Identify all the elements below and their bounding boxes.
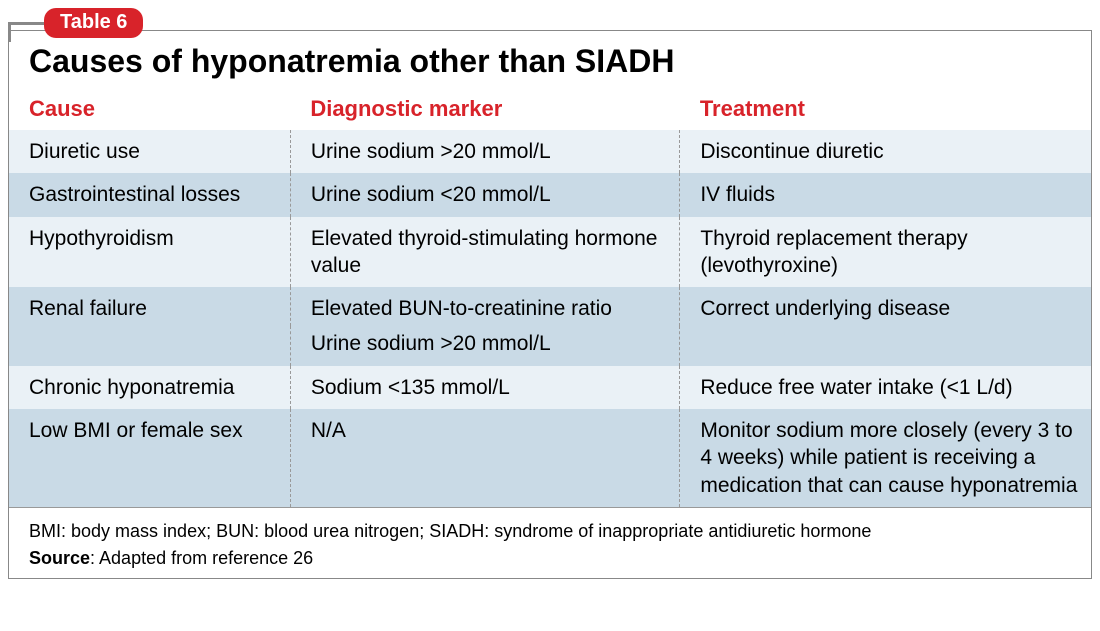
corner-line-horizontal <box>8 22 44 25</box>
cell-marker: Urine sodium <20 mmol/L <box>290 173 680 216</box>
cell-cause <box>9 326 290 365</box>
table-container: Causes of hyponatremia other than SIADH … <box>8 30 1092 579</box>
table-body: Diuretic useUrine sodium >20 mmol/LDisco… <box>9 130 1091 507</box>
cell-cause: Hypothyroidism <box>9 217 290 288</box>
cell-marker: Elevated BUN-to-creatinine ratio <box>290 287 680 326</box>
table-footer: BMI: body mass index; BUN: blood urea ni… <box>9 507 1091 578</box>
table-badge-row: Table 6 <box>8 8 1092 30</box>
cell-marker: N/A <box>290 409 680 507</box>
cell-treatment <box>680 326 1091 365</box>
table-row: Renal failureElevated BUN-to-creatinine … <box>9 287 1091 326</box>
cell-cause: Diuretic use <box>9 130 290 173</box>
cell-treatment: Monitor sodium more closely (every 3 to … <box>680 409 1091 507</box>
footer-abbreviations: BMI: body mass index; BUN: blood urea ni… <box>29 518 1071 545</box>
corner-line-vertical <box>8 22 11 42</box>
cell-treatment: Correct underlying disease <box>680 287 1091 326</box>
data-table: Cause Diagnostic marker Treatment Diuret… <box>9 90 1091 507</box>
table-row: HypothyroidismElevated thyroid-stimulati… <box>9 217 1091 288</box>
footer-source-text: : Adapted from reference 26 <box>90 548 313 568</box>
table-row: Diuretic useUrine sodium >20 mmol/LDisco… <box>9 130 1091 173</box>
cell-treatment: Discontinue diuretic <box>680 130 1091 173</box>
table-title: Causes of hyponatremia other than SIADH <box>9 31 1091 90</box>
column-header-cause: Cause <box>9 90 290 130</box>
table-row: Chronic hyponatremiaSodium <135 mmol/LRe… <box>9 366 1091 409</box>
cell-treatment: Thyroid replacement therapy (levothyroxi… <box>680 217 1091 288</box>
column-header-treatment: Treatment <box>680 90 1091 130</box>
table-number-badge: Table 6 <box>44 8 143 38</box>
cell-treatment: IV fluids <box>680 173 1091 216</box>
cell-marker: Sodium <135 mmol/L <box>290 366 680 409</box>
table-header-row: Cause Diagnostic marker Treatment <box>9 90 1091 130</box>
cell-cause: Gastrointestinal losses <box>9 173 290 216</box>
cell-cause: Low BMI or female sex <box>9 409 290 507</box>
cell-cause: Renal failure <box>9 287 290 326</box>
cell-marker: Urine sodium >20 mmol/L <box>290 130 680 173</box>
cell-treatment: Reduce free water intake (<1 L/d) <box>680 366 1091 409</box>
footer-source: Source: Adapted from reference 26 <box>29 545 1071 572</box>
column-header-marker: Diagnostic marker <box>290 90 680 130</box>
table-row: Urine sodium >20 mmol/L <box>9 326 1091 365</box>
table-row: Low BMI or female sexN/AMonitor sodium m… <box>9 409 1091 507</box>
table-row: Gastrointestinal lossesUrine sodium <20 … <box>9 173 1091 216</box>
cell-marker: Elevated thyroid-stimulating hormone val… <box>290 217 680 288</box>
cell-marker: Urine sodium >20 mmol/L <box>290 326 680 365</box>
cell-cause: Chronic hyponatremia <box>9 366 290 409</box>
footer-source-label: Source <box>29 548 90 568</box>
